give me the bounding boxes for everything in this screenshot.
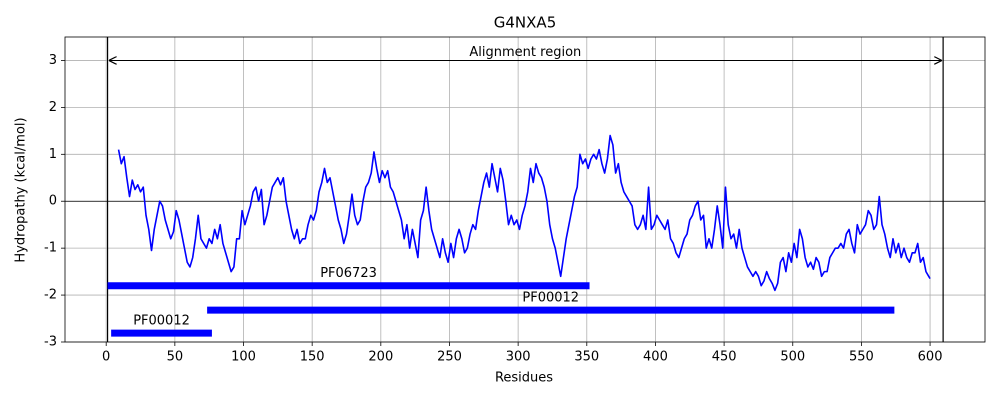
x-tick-label: 350 [574,350,599,365]
domain-label: PF00012 [522,291,579,306]
y-tick-label: 2 [49,100,57,115]
x-tick-label: 0 [102,350,110,365]
domain-label: PF00012 [133,314,190,329]
x-tick-label: 150 [300,350,325,365]
x-tick-label: 550 [849,350,874,365]
chart-title: G4NXA5 [494,14,556,32]
y-tick-label: -3 [44,335,57,350]
x-tick-label: 200 [368,350,393,365]
y-tick-label: -2 [44,288,57,303]
x-tick-label: 300 [506,350,531,365]
hydropathy-line [117,134,931,292]
region-label: Alignment region [469,45,581,60]
x-tick-label: 400 [643,350,668,365]
y-tick-label: 3 [49,53,57,68]
x-tick-label: 600 [918,350,943,365]
x-tick-label: 100 [231,350,256,365]
y-tick-label: 0 [49,194,57,209]
y-tick-label: -1 [44,241,57,256]
x-tick-label: 250 [437,350,462,365]
plot-frame [64,36,986,343]
x-tick-label: 50 [167,350,184,365]
y-axis-label: Hydropathy (kcal/mol) [14,117,29,262]
x-tick-label: 500 [780,350,805,365]
domain-label: PF06723 [320,266,377,281]
x-tick-label: 450 [712,350,737,365]
x-axis-label: Residues [495,371,553,386]
y-tick-label: 1 [49,147,57,162]
